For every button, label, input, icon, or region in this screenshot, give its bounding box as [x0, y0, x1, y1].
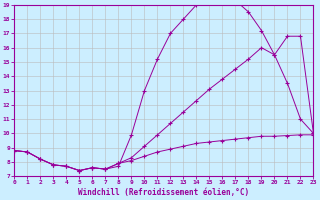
X-axis label: Windchill (Refroidissement éolien,°C): Windchill (Refroidissement éolien,°C)	[78, 188, 250, 197]
